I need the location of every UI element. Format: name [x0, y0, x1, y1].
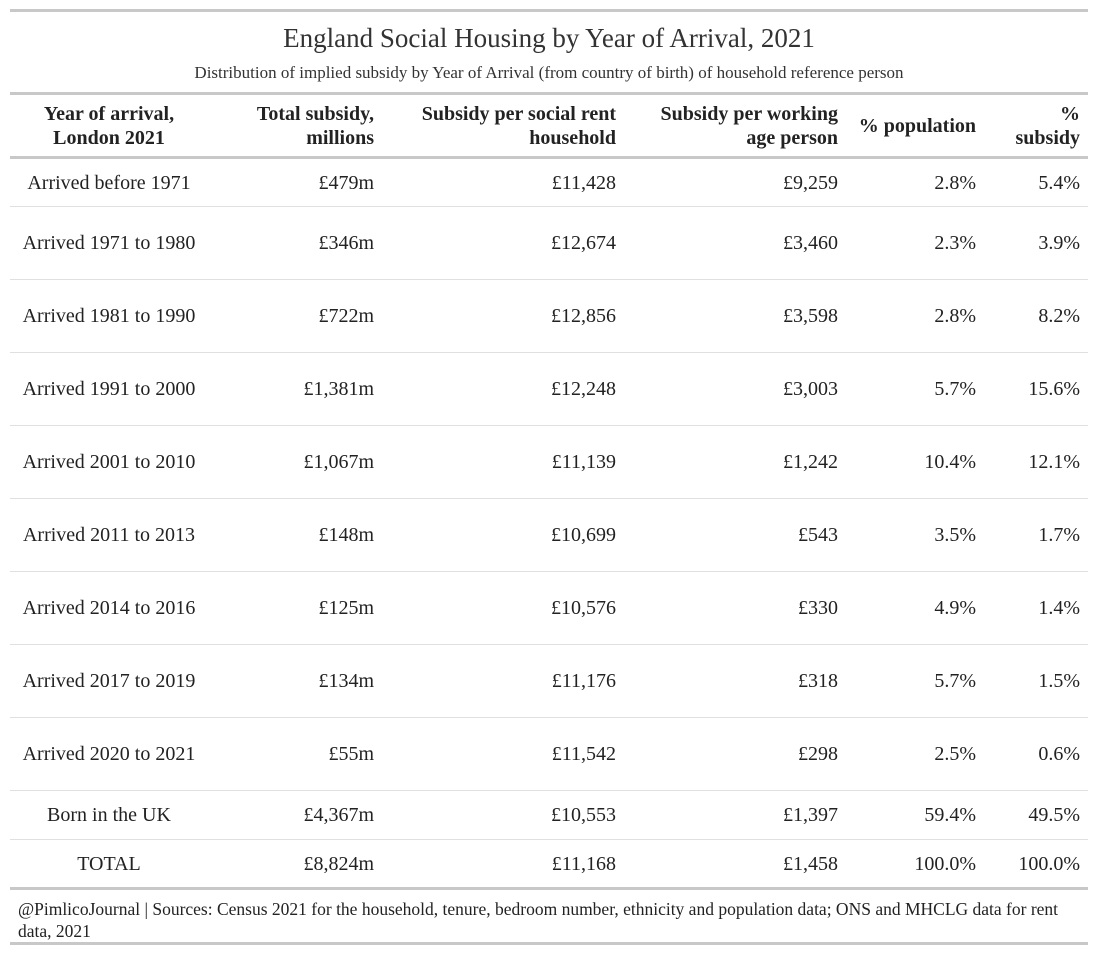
table-title: England Social Housing by Year of Arriva…	[283, 23, 815, 53]
cell-pct-population: 10.4%	[846, 425, 984, 499]
cell-total-subsidy: £134m	[208, 644, 382, 718]
cell-pct-subsidy: 1.5%	[984, 644, 1088, 718]
table-row: Arrived 2011 to 2013 £148m £10,699 £543 …	[10, 498, 1088, 572]
total-row: TOTAL £8,824m £11,168 £1,458 100.0% 100.…	[10, 839, 1088, 890]
cell-pct-population: 5.7%	[846, 352, 984, 426]
row-label: TOTAL	[10, 839, 208, 890]
header-subsidy-per-household: Subsidy per social rent household	[421, 102, 616, 149]
cell-pct-subsidy: 100.0%	[984, 839, 1088, 890]
cell-pct-population: 3.5%	[846, 498, 984, 572]
cell-subsidy-per-household: £11,168	[382, 839, 624, 890]
row-label: Born in the UK	[10, 790, 208, 840]
cell-pct-population: 2.8%	[846, 157, 984, 207]
cell-total-subsidy: £346m	[208, 206, 382, 280]
row-label: Arrived 1971 to 1980	[10, 206, 208, 280]
cell-pct-population: 2.3%	[846, 206, 984, 280]
top-rule	[10, 9, 1088, 12]
cell-total-subsidy: £8,824m	[208, 839, 382, 890]
cell-subsidy-per-household: £11,428	[382, 157, 624, 207]
table-row: Arrived 1971 to 1980 £346m £12,674 £3,46…	[10, 206, 1088, 280]
cell-subsidy-per-household: £12,856	[382, 279, 624, 353]
cell-pct-subsidy: 1.4%	[984, 571, 1088, 645]
row-label: Arrived 2014 to 2016	[10, 571, 208, 645]
cell-total-subsidy: £148m	[208, 498, 382, 572]
cell-pct-subsidy: 12.1%	[984, 425, 1088, 499]
cell-subsidy-per-person: £3,003	[624, 352, 846, 426]
table-row: Arrived 2017 to 2019 £134m £11,176 £318 …	[10, 644, 1088, 718]
cell-total-subsidy: £4,367m	[208, 790, 382, 840]
header-row: Year of arrival, London 2021 Total subsi…	[10, 93, 1088, 158]
table-row: Arrived 1981 to 1990 £722m £12,856 £3,59…	[10, 279, 1088, 353]
cell-subsidy-per-person: £9,259	[624, 157, 846, 207]
cell-pct-subsidy: 5.4%	[984, 157, 1088, 207]
cell-pct-population: 5.7%	[846, 644, 984, 718]
cell-pct-population: 100.0%	[846, 839, 984, 890]
table-body: Arrived before 1971 £479m £11,428 £9,259…	[10, 157, 1088, 890]
table-row: Arrived 1991 to 2000 £1,381m £12,248 £3,…	[10, 352, 1088, 426]
table-row: Arrived 2014 to 2016 £125m £10,576 £330 …	[10, 571, 1088, 645]
cell-subsidy-per-household: £11,542	[382, 717, 624, 791]
cell-pct-population: 4.9%	[846, 571, 984, 645]
cell-pct-subsidy: 15.6%	[984, 352, 1088, 426]
cell-subsidy-per-household: £10,576	[382, 571, 624, 645]
header-year-of-arrival: Year of arrival, London 2021	[43, 102, 175, 149]
cell-total-subsidy: £479m	[208, 157, 382, 207]
table-row: Born in the UK £4,367m £10,553 £1,397 59…	[10, 790, 1088, 840]
cell-subsidy-per-person: £3,598	[624, 279, 846, 353]
row-label: Arrived 2001 to 2010	[10, 425, 208, 499]
header-pct-population: % population	[858, 114, 976, 137]
subsidy-table: Year of arrival, London 2021 Total subsi…	[10, 92, 1088, 890]
cell-total-subsidy: £1,381m	[208, 352, 382, 426]
cell-pct-subsidy: 1.7%	[984, 498, 1088, 572]
header-pct-subsidy: % subsidy	[1015, 102, 1081, 149]
table-header: Year of arrival, London 2021 Total subsi…	[10, 93, 1088, 158]
row-label: Arrived 2017 to 2019	[10, 644, 208, 718]
cell-subsidy-per-person: £543	[624, 498, 846, 572]
table-row: Arrived 2001 to 2010 £1,067m £11,139 £1,…	[10, 425, 1088, 499]
cell-subsidy-per-person: £3,460	[624, 206, 846, 280]
row-label: Arrived 1981 to 1990	[10, 279, 208, 353]
cell-subsidy-per-person: £1,242	[624, 425, 846, 499]
cell-subsidy-per-person: £1,458	[624, 839, 846, 890]
cell-pct-population: 2.8%	[846, 279, 984, 353]
cell-total-subsidy: £1,067m	[208, 425, 382, 499]
cell-total-subsidy: £722m	[208, 279, 382, 353]
table-row: Arrived 2020 to 2021 £55m £11,542 £298 2…	[10, 717, 1088, 791]
cell-subsidy-per-household: £12,248	[382, 352, 624, 426]
table-row: Arrived before 1971 £479m £11,428 £9,259…	[10, 157, 1088, 207]
cell-subsidy-per-household: £10,699	[382, 498, 624, 572]
table-subtitle: Distribution of implied subsidy by Year …	[194, 63, 904, 82]
cell-total-subsidy: £125m	[208, 571, 382, 645]
table-sheet: England Social Housing by Year of Arriva…	[10, 9, 1088, 945]
row-label: Arrived 2011 to 2013	[10, 498, 208, 572]
cell-pct-subsidy: 0.6%	[984, 717, 1088, 791]
cell-subsidy-per-household: £11,139	[382, 425, 624, 499]
cell-pct-population: 59.4%	[846, 790, 984, 840]
header-total-subsidy: Total subsidy, millions	[256, 102, 374, 149]
row-label: Arrived 1991 to 2000	[10, 352, 208, 426]
cell-subsidy-per-household: £11,176	[382, 644, 624, 718]
cell-subsidy-per-person: £298	[624, 717, 846, 791]
cell-subsidy-per-person: £318	[624, 644, 846, 718]
row-label: Arrived before 1971	[10, 157, 208, 207]
cell-subsidy-per-household: £10,553	[382, 790, 624, 840]
source-footnote: @PimlicoJournal | Sources: Census 2021 f…	[18, 899, 1059, 941]
cell-subsidy-per-household: £12,674	[382, 206, 624, 280]
cell-pct-population: 2.5%	[846, 717, 984, 791]
cell-subsidy-per-person: £330	[624, 571, 846, 645]
bottom-rule	[10, 942, 1088, 945]
header-subsidy-per-person: Subsidy per working age person	[660, 102, 838, 149]
cell-pct-subsidy: 3.9%	[984, 206, 1088, 280]
cell-subsidy-per-person: £1,397	[624, 790, 846, 840]
row-label: Arrived 2020 to 2021	[10, 717, 208, 791]
cell-pct-subsidy: 49.5%	[984, 790, 1088, 840]
cell-pct-subsidy: 8.2%	[984, 279, 1088, 353]
cell-total-subsidy: £55m	[208, 717, 382, 791]
